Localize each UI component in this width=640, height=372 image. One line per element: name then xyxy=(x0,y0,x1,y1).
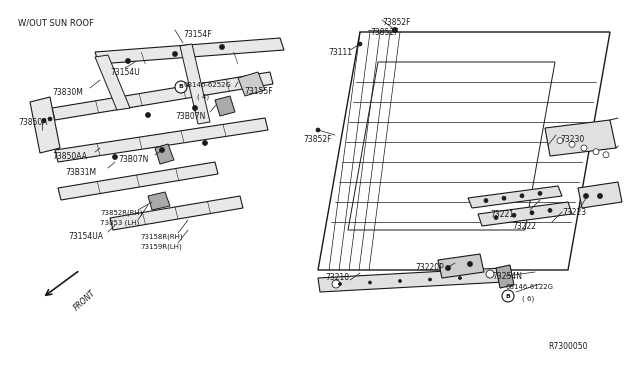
Circle shape xyxy=(369,281,371,284)
Polygon shape xyxy=(318,32,610,270)
Circle shape xyxy=(113,154,118,160)
Circle shape xyxy=(548,208,552,212)
Text: ( 4): ( 4) xyxy=(197,94,209,100)
Circle shape xyxy=(173,51,177,57)
Text: 73852F: 73852F xyxy=(370,28,399,37)
Text: 73222: 73222 xyxy=(512,222,536,231)
Text: 73B07N: 73B07N xyxy=(118,155,148,164)
Polygon shape xyxy=(468,186,562,208)
Text: ( 6): ( 6) xyxy=(522,295,534,301)
Circle shape xyxy=(159,148,164,153)
Text: 73254N: 73254N xyxy=(492,272,522,281)
Circle shape xyxy=(399,279,401,282)
Circle shape xyxy=(445,266,451,270)
Text: 73223: 73223 xyxy=(562,208,586,217)
Text: W/OUT SUN ROOF: W/OUT SUN ROOF xyxy=(18,18,94,27)
Polygon shape xyxy=(95,55,130,110)
Polygon shape xyxy=(238,72,265,96)
Circle shape xyxy=(202,141,207,145)
Polygon shape xyxy=(318,268,504,292)
Text: 08146-6122G: 08146-6122G xyxy=(505,284,553,290)
Text: 73158R(RH): 73158R(RH) xyxy=(140,233,182,240)
Text: 73852R(RH): 73852R(RH) xyxy=(100,210,143,217)
Circle shape xyxy=(512,213,516,217)
Circle shape xyxy=(429,278,431,281)
Polygon shape xyxy=(438,254,484,278)
Polygon shape xyxy=(52,72,273,120)
Polygon shape xyxy=(58,162,218,200)
Circle shape xyxy=(584,193,589,199)
Text: B: B xyxy=(506,294,511,298)
Polygon shape xyxy=(30,97,60,153)
Circle shape xyxy=(145,112,150,118)
Text: R7300050: R7300050 xyxy=(548,342,588,351)
Text: 73154F: 73154F xyxy=(183,30,212,39)
Circle shape xyxy=(557,138,563,144)
Text: 73230: 73230 xyxy=(560,135,584,144)
Text: 73220P: 73220P xyxy=(415,263,444,272)
Circle shape xyxy=(530,211,534,215)
Circle shape xyxy=(603,152,609,158)
Text: 73853 (LH): 73853 (LH) xyxy=(100,220,140,227)
Text: 73B07N: 73B07N xyxy=(175,112,205,121)
Circle shape xyxy=(42,119,46,122)
Circle shape xyxy=(193,106,198,110)
Polygon shape xyxy=(496,265,514,288)
Circle shape xyxy=(502,196,506,200)
Polygon shape xyxy=(478,202,572,226)
Circle shape xyxy=(486,270,494,278)
Polygon shape xyxy=(545,120,616,156)
Polygon shape xyxy=(110,196,243,230)
Polygon shape xyxy=(578,182,622,208)
Polygon shape xyxy=(155,144,174,164)
Circle shape xyxy=(458,276,461,279)
Polygon shape xyxy=(348,62,555,230)
Circle shape xyxy=(598,193,602,199)
Circle shape xyxy=(48,117,52,121)
Polygon shape xyxy=(215,96,235,116)
Circle shape xyxy=(175,81,187,93)
Polygon shape xyxy=(148,192,170,210)
Text: 73210: 73210 xyxy=(325,273,349,282)
Text: B: B xyxy=(179,84,184,90)
Circle shape xyxy=(494,216,498,219)
Circle shape xyxy=(520,194,524,198)
Text: 73155F: 73155F xyxy=(244,87,273,96)
Text: 73852F: 73852F xyxy=(382,18,410,27)
Text: 73159R(LH): 73159R(LH) xyxy=(140,243,182,250)
Circle shape xyxy=(581,145,587,151)
Circle shape xyxy=(467,262,472,266)
Text: 73850A: 73850A xyxy=(18,118,47,127)
Circle shape xyxy=(569,141,575,147)
Polygon shape xyxy=(55,118,268,162)
Circle shape xyxy=(316,128,320,132)
Circle shape xyxy=(593,149,599,155)
Text: 73111: 73111 xyxy=(328,48,352,57)
Text: 73154UA: 73154UA xyxy=(68,232,103,241)
Text: 73852F: 73852F xyxy=(303,135,332,144)
Text: 73154U: 73154U xyxy=(110,68,140,77)
Circle shape xyxy=(339,282,342,285)
Circle shape xyxy=(220,45,225,49)
Polygon shape xyxy=(95,38,284,64)
Text: 73221: 73221 xyxy=(490,210,514,219)
Circle shape xyxy=(125,58,131,64)
Text: 73B31M: 73B31M xyxy=(65,168,96,177)
Text: 73850AA: 73850AA xyxy=(52,152,87,161)
Circle shape xyxy=(538,192,542,195)
Circle shape xyxy=(332,280,340,288)
Circle shape xyxy=(358,42,362,46)
Circle shape xyxy=(392,28,397,32)
Circle shape xyxy=(502,290,514,302)
Text: 08146-6252G: 08146-6252G xyxy=(184,82,232,88)
Text: 73830M: 73830M xyxy=(52,88,83,97)
Text: FRONT: FRONT xyxy=(72,288,97,312)
Polygon shape xyxy=(180,44,210,124)
Circle shape xyxy=(484,199,488,203)
